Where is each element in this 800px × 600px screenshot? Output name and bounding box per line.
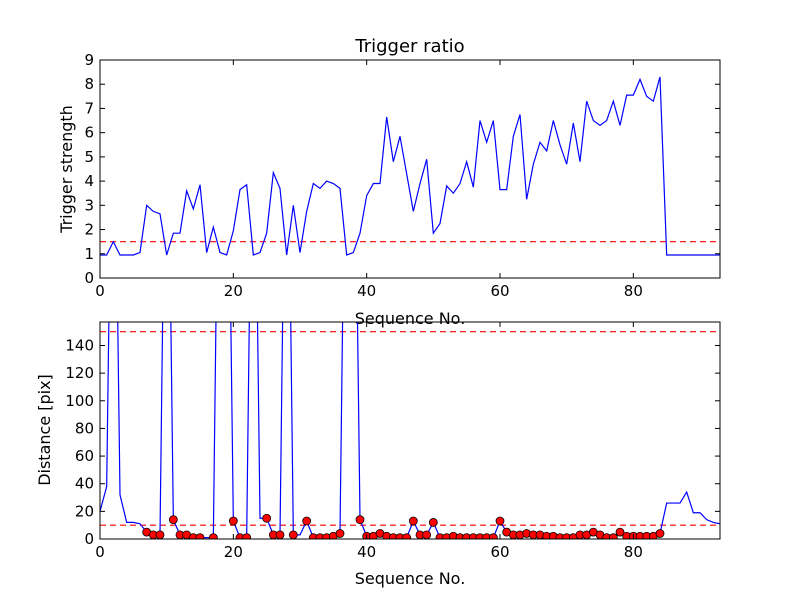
data-point bbox=[288, 530, 298, 539]
y-tick-label: 120 bbox=[65, 364, 94, 382]
y-tick-label: 5 bbox=[84, 148, 94, 166]
data-point bbox=[168, 515, 178, 525]
data-point bbox=[495, 516, 505, 526]
x-tick-label: 60 bbox=[490, 543, 509, 561]
y-tick-label: 2 bbox=[84, 221, 94, 239]
y-tick-label: 9 bbox=[84, 51, 94, 69]
y-tick-label: 80 bbox=[75, 419, 94, 437]
x-tick-label: 80 bbox=[624, 543, 643, 561]
data-point bbox=[615, 527, 625, 537]
y-tick-label: 40 bbox=[75, 475, 94, 493]
y-tick-label: 140 bbox=[65, 336, 94, 354]
data-point bbox=[422, 530, 432, 539]
x-tick-label: 20 bbox=[224, 282, 243, 300]
data-point bbox=[402, 533, 412, 539]
series-line bbox=[100, 76, 720, 256]
y-tick-label: 0 bbox=[84, 530, 94, 548]
x-tick-label: 40 bbox=[357, 543, 376, 561]
data-point bbox=[228, 516, 238, 526]
data-point bbox=[208, 533, 218, 539]
y-axis-title: Trigger strength bbox=[57, 105, 76, 234]
x-axis-title: Sequence No. bbox=[355, 569, 466, 588]
data-point bbox=[355, 515, 365, 525]
data-point bbox=[242, 533, 252, 539]
data-point bbox=[195, 533, 205, 539]
y-tick-label: 6 bbox=[84, 124, 94, 142]
data-point bbox=[428, 518, 438, 527]
y-tick-label: 7 bbox=[84, 99, 94, 117]
plot-area: 0 20 40 60 80 0 1 2 3 4 5 6 7 8 9 bbox=[84, 51, 721, 300]
trigger-ratio-chart: Trigger ratio 0 20 40 60 80 0 1 2 3 4 5 6 7 8 9 Sequen… bbox=[57, 36, 721, 328]
y-tick-label: 0 bbox=[84, 269, 94, 287]
y-tick-label: 8 bbox=[84, 75, 94, 93]
data-point bbox=[608, 533, 618, 539]
y-tick-label: 100 bbox=[65, 392, 94, 410]
x-tick-label: 0 bbox=[95, 282, 105, 300]
data-layer bbox=[100, 322, 720, 539]
data-point bbox=[408, 516, 418, 526]
plot-frame bbox=[99, 321, 721, 540]
data-layer bbox=[100, 76, 720, 256]
x-tick-label: 40 bbox=[357, 282, 376, 300]
data-point bbox=[275, 530, 285, 539]
x-axis-title: Sequence No. bbox=[355, 309, 466, 328]
y-tick-label: 3 bbox=[84, 196, 94, 214]
x-tick-label: 60 bbox=[490, 282, 509, 300]
plot-area: 0 20 40 60 80 0 20 40 60 80 100 120 140 bbox=[65, 321, 721, 561]
distance-chart: 0 20 40 60 80 0 20 40 60 80 100 120 140 Sequence No.… bbox=[35, 321, 721, 588]
y-tick-label: 60 bbox=[75, 447, 94, 465]
data-point bbox=[302, 516, 312, 526]
y-tick-label: 4 bbox=[84, 172, 94, 190]
y-tick-label: 20 bbox=[75, 502, 94, 520]
y-tick-label: 1 bbox=[84, 245, 94, 263]
data-point bbox=[335, 529, 345, 538]
series-line bbox=[100, 322, 720, 539]
chart-title: Trigger ratio bbox=[354, 36, 464, 57]
data-point bbox=[155, 530, 165, 539]
plot-frame bbox=[99, 59, 721, 279]
data-point bbox=[655, 529, 665, 538]
y-axis-title: Distance [pix] bbox=[35, 374, 54, 486]
data-point bbox=[262, 513, 272, 523]
x-tick-label: 0 bbox=[95, 543, 105, 561]
x-tick-label: 20 bbox=[224, 543, 243, 561]
data-point bbox=[488, 533, 498, 539]
x-tick-label: 80 bbox=[624, 282, 643, 300]
